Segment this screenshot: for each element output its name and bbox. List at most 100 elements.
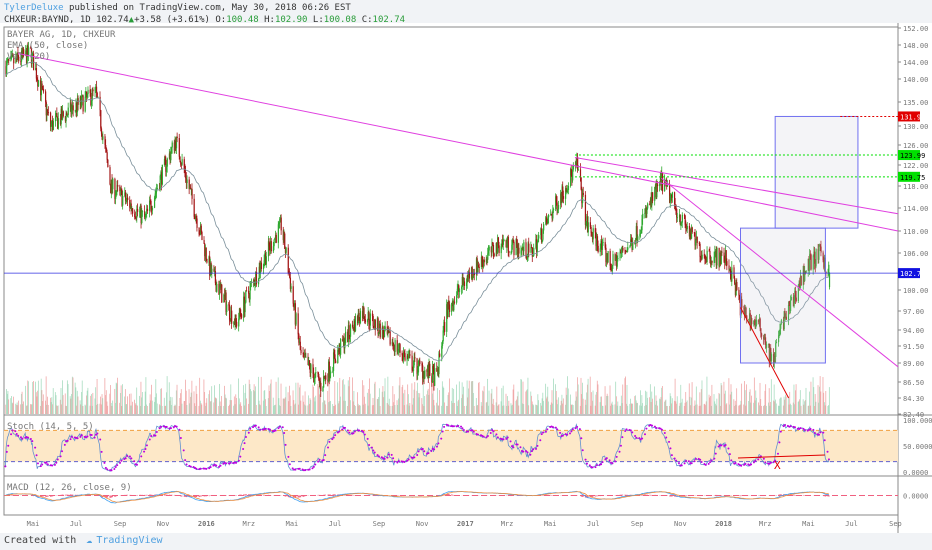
volume-bar (763, 405, 765, 414)
volume-bar (334, 381, 336, 414)
volume-bar (332, 405, 334, 414)
macd-hist-bar (325, 494, 326, 496)
candle-body (349, 335, 351, 337)
tradingview-link[interactable]: TradingView (96, 535, 163, 546)
candle-body (262, 263, 265, 270)
volume-bar (332, 404, 334, 414)
volume-bar (794, 404, 796, 414)
price-tick-label: 82.40 (903, 411, 924, 419)
candle-body (49, 112, 52, 127)
low-value: 100.08 (323, 15, 357, 25)
candle-body (485, 258, 487, 263)
volume-bar (243, 405, 245, 414)
candle-body (741, 299, 743, 308)
candle-body (228, 304, 230, 306)
candle-body (530, 247, 532, 253)
candle-body (556, 202, 558, 211)
volume-bar (698, 405, 700, 414)
macd-hist-bar (678, 495, 680, 497)
macd-hist-bar (194, 495, 196, 498)
candle-body (413, 357, 415, 366)
candle-body (700, 256, 702, 258)
stoch-d-dot (727, 447, 730, 450)
volume-bar (231, 400, 232, 414)
candle-body (669, 184, 671, 203)
stoch-d-dot (809, 427, 812, 430)
candle-body (540, 228, 542, 236)
volume-bar (604, 386, 606, 414)
volume-bar (255, 405, 257, 414)
candle-body (577, 157, 579, 170)
volume-bar (208, 394, 210, 414)
volume-bar (827, 406, 829, 414)
macd-hist-bar (303, 495, 305, 497)
volume-bar (756, 397, 757, 414)
stoch-d-dot (249, 427, 252, 430)
legend-volume: Vol (20) (7, 52, 51, 62)
stoch-d-dot (421, 448, 424, 451)
candle-body (25, 50, 27, 56)
volume-bar (95, 387, 97, 414)
candle-body (245, 290, 247, 303)
candle-body (40, 83, 42, 96)
stoch-d-dot (59, 455, 62, 458)
volume-bar (626, 384, 628, 414)
volume-bar (364, 403, 366, 414)
candle-body (393, 345, 396, 353)
chart-canvas[interactable]: 152.00148.00144.00140.00135.00130.00126.… (0, 23, 932, 533)
candle-body (7, 59, 9, 61)
candle-body (443, 322, 445, 331)
candle-body (804, 271, 807, 273)
candle-body (293, 303, 295, 308)
candle-body (238, 318, 240, 327)
candle-body (555, 196, 558, 203)
author-link[interactable]: TylerDeluxe (4, 3, 64, 13)
volume-bar (562, 398, 564, 414)
candle-body (213, 268, 215, 272)
volume-bar (465, 405, 467, 414)
candle-body (137, 208, 139, 212)
stoch-d-dot (283, 431, 286, 434)
volume-bar (605, 405, 607, 414)
volume-bar (130, 393, 132, 414)
volume-bar (456, 384, 457, 414)
volume-bar (72, 377, 74, 414)
candle-body (30, 47, 32, 49)
stoch-d-dot (752, 461, 755, 464)
volume-bar (710, 395, 711, 414)
candle-body (364, 319, 367, 323)
volume-bar (606, 396, 607, 414)
macd-hist-bar (174, 494, 176, 496)
price-tick-label: 97.00 (903, 308, 924, 316)
volume-bar (723, 381, 725, 414)
volume-bar (361, 380, 363, 414)
volume-bar (660, 397, 662, 414)
volume-bar (713, 394, 715, 414)
candle-body (498, 245, 500, 254)
candle-body (347, 331, 349, 342)
macd-hist-bar (327, 494, 329, 496)
volume-bar (661, 386, 663, 414)
volume-bar (769, 405, 771, 414)
candle-body (82, 95, 84, 112)
volume-bar (501, 388, 503, 414)
volume-bar (634, 396, 636, 414)
candle-body (389, 331, 391, 345)
candle-body (110, 179, 113, 194)
candle-body (750, 318, 752, 326)
volume-bar (337, 382, 339, 414)
stoch-d-dot (660, 428, 663, 431)
candle-body (777, 335, 780, 343)
stoch-d-dot (530, 450, 533, 453)
macd-hist-bar (300, 495, 302, 498)
candle-body (198, 227, 200, 235)
candle-body (684, 215, 686, 225)
volume-bar (765, 405, 767, 414)
volume-bar (139, 405, 141, 414)
macd-hist-bar (651, 494, 653, 496)
macd-hist-bar (65, 494, 67, 496)
candle-body (640, 230, 642, 234)
candle-body (696, 236, 698, 243)
volume-bar (644, 405, 646, 414)
candle-body (552, 210, 554, 219)
